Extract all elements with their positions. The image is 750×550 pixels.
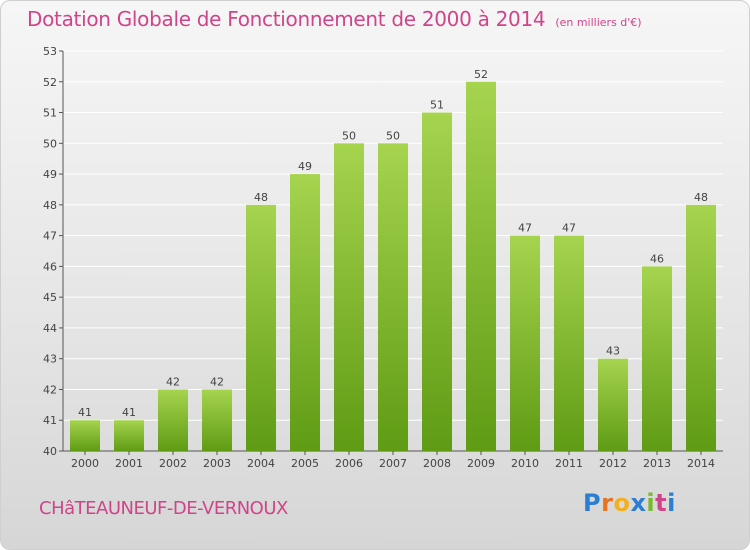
bar — [422, 112, 452, 452]
bar — [334, 143, 364, 452]
logo-letter: x — [630, 489, 647, 517]
x-tick-label: 2014 — [687, 457, 715, 470]
data-label: 50 — [386, 129, 400, 142]
bar — [510, 235, 540, 451]
title-unit: (en milliers d'€) — [555, 16, 642, 29]
commune-name: CHâTEAUNEUF-DE-VERNOUX — [39, 498, 288, 519]
data-label: 46 — [650, 252, 664, 265]
bar — [686, 204, 716, 451]
logo-letter: i — [667, 489, 676, 517]
data-label: 41 — [78, 406, 92, 419]
x-tick-label: 2011 — [555, 457, 583, 470]
data-label: 51 — [430, 99, 444, 112]
logo-letter: P — [583, 489, 602, 517]
x-tick-label: 2013 — [643, 457, 671, 470]
data-label: 48 — [694, 191, 708, 204]
title-text: Dotation Globale de Fonctionnement de 20… — [27, 7, 546, 31]
data-label: 48 — [254, 191, 268, 204]
x-tick-label: 2012 — [599, 457, 627, 470]
y-tick-label: 52 — [43, 76, 57, 89]
x-tick-label: 2005 — [291, 457, 319, 470]
proxiti-logo: Proxiti — [583, 489, 676, 517]
y-tick-label: 45 — [43, 291, 57, 304]
data-label: 41 — [122, 406, 136, 419]
logo-letter: t — [655, 489, 668, 517]
bar — [114, 420, 144, 451]
data-label: 42 — [210, 375, 224, 388]
y-tick-label: 46 — [43, 260, 57, 273]
bar — [70, 420, 100, 451]
data-label: 43 — [606, 345, 620, 358]
bar — [378, 143, 408, 452]
x-tick-label: 2004 — [247, 457, 275, 470]
bar — [554, 235, 584, 451]
y-tick-label: 41 — [43, 414, 57, 427]
y-tick-label: 43 — [43, 353, 57, 366]
y-tick-label: 40 — [43, 445, 57, 458]
logo-letter: o — [613, 489, 631, 517]
y-tick-label: 49 — [43, 168, 57, 181]
data-label: 49 — [298, 160, 312, 173]
x-tick-label: 2006 — [335, 457, 363, 470]
bar — [290, 174, 320, 452]
bar — [202, 389, 232, 451]
y-tick-label: 44 — [43, 322, 57, 335]
x-tick-label: 2000 — [71, 457, 99, 470]
data-label: 47 — [518, 222, 532, 235]
bar — [466, 81, 496, 452]
bar — [598, 358, 628, 451]
y-tick-label: 48 — [43, 199, 57, 212]
x-tick-label: 2007 — [379, 457, 407, 470]
x-tick-label: 2003 — [203, 457, 231, 470]
data-label: 50 — [342, 129, 356, 142]
logo-letter: i — [646, 489, 656, 517]
y-tick-label: 47 — [43, 230, 57, 243]
chart-title: Dotation Globale de Fonctionnement de 20… — [27, 7, 642, 31]
y-tick-label: 42 — [43, 383, 57, 396]
logo-letter: r — [601, 489, 614, 517]
x-tick-label: 2002 — [159, 457, 187, 470]
x-tick-label: 2009 — [467, 457, 495, 470]
data-label: 42 — [166, 375, 180, 388]
bar — [246, 204, 276, 451]
data-label: 52 — [474, 68, 488, 81]
labels: 40 41 42 43 44 45 46 47 48 49 50 51 52 53 41 2000 41 2001… — [43, 45, 715, 470]
bar — [642, 266, 672, 451]
x-tick-label: 2001 — [115, 457, 143, 470]
y-tick-label: 53 — [43, 45, 57, 58]
bar — [158, 389, 188, 451]
y-tick-label: 51 — [43, 107, 57, 120]
bars — [70, 81, 716, 452]
x-tick-label: 2008 — [423, 457, 451, 470]
data-label: 47 — [562, 222, 576, 235]
y-tick-label: 50 — [43, 137, 57, 150]
x-tick-label: 2010 — [511, 457, 539, 470]
